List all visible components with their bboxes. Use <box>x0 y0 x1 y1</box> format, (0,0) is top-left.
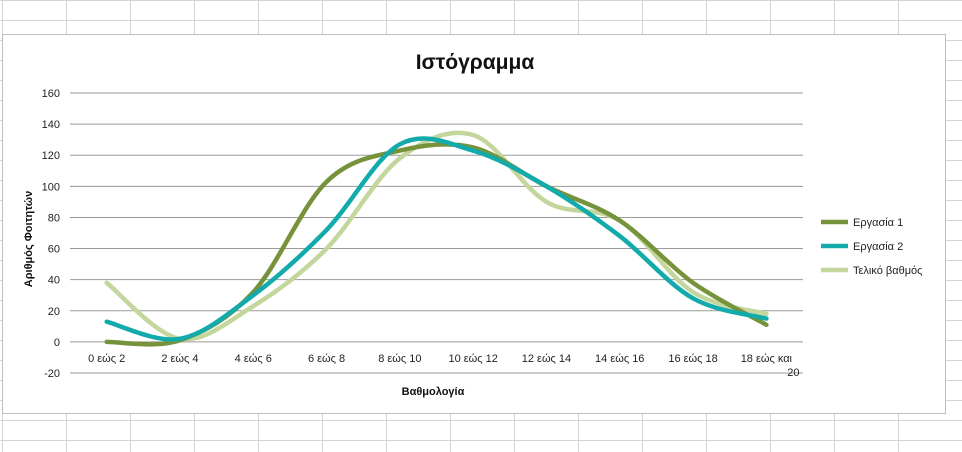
chart-area[interactable]: Ιστόγραμμα -20 0 20 40 60 80 100 120 140 160 0 εώ… <box>2 34 946 414</box>
y-tick-label: 160 <box>42 88 60 100</box>
x-tick-label: 16 εώς 18 <box>668 353 717 365</box>
y-tick-label: 120 <box>42 150 60 162</box>
chart-title: Ιστόγραμμα <box>416 51 535 74</box>
y-tick-label: -20 <box>44 368 60 380</box>
y-tick-label: 40 <box>48 275 60 287</box>
series-line-2 <box>104 136 769 342</box>
series-line-3 <box>104 130 769 342</box>
y-tick-label: 20 <box>48 306 60 318</box>
x-tick-label: 2 εώς 4 <box>161 353 198 365</box>
x-tick-label: 12 εώς 14 <box>522 353 571 365</box>
y-axis-title: Αριθμός Φοιτητών <box>23 191 35 287</box>
legend-label: Εργασία 1 <box>853 217 903 229</box>
y-tick-label: 100 <box>42 181 60 193</box>
gridlines <box>70 92 803 374</box>
x-tick-label: 6 εώς 8 <box>308 353 345 365</box>
y-tick-label: 60 <box>48 244 60 256</box>
y-tick-label: 140 <box>42 119 60 131</box>
legend-label: Τελικό βαθμός <box>853 265 922 277</box>
y-axis-ticks: -20 0 20 40 60 80 100 120 140 160 <box>42 88 60 380</box>
legend-label: Εργασία 2 <box>853 241 903 253</box>
x-tick-label: 8 εώς 10 <box>378 353 421 365</box>
x-tick-label: 0 εώς 2 <box>88 353 125 365</box>
y-tick-label: 0 <box>54 337 60 349</box>
line-chart: Ιστόγραμμα -20 0 20 40 60 80 100 120 140 160 0 εώ… <box>23 51 922 398</box>
legend[interactable]: Εργασία 1 Εργασία 2 Τελικό βαθμός <box>821 217 922 277</box>
x-tick-label: 4 εώς 6 <box>235 353 272 365</box>
x-axis-title: Βαθμολογία <box>402 386 465 398</box>
series-lines <box>104 130 769 347</box>
series-line-1 <box>104 142 769 347</box>
x-axis-ticks: 0 εώς 2 2 εώς 4 4 εώς 6 6 εώς 8 8 εώς 10 10 ε… <box>88 353 799 379</box>
x-tick-label: 14 εώς 16 <box>595 353 644 365</box>
x-tick-label: 10 εώς 12 <box>448 353 497 365</box>
x-tick-label: 18 εώς και 20 <box>741 353 800 379</box>
y-tick-label: 80 <box>48 212 60 224</box>
